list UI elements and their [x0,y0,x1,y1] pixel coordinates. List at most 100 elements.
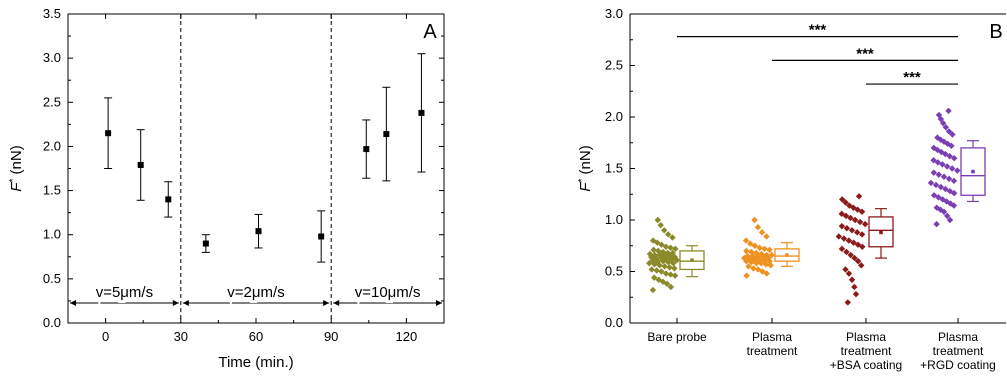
scatter-point [742,237,750,244]
x-tick-label: 60 [249,329,263,344]
scatter-point [935,171,943,178]
scatter-point [750,265,757,272]
scatter-point [766,258,773,265]
x-category-label: treatment [747,344,798,358]
scatter-point [853,229,861,236]
scatter-point [669,234,676,241]
scatter-point [847,251,854,259]
scatter-point [939,119,947,127]
y-axis-label-superscript: * [577,179,588,183]
scatter-point [835,233,843,240]
scatter-point [944,212,951,220]
arrow-head-left [333,300,340,306]
scatter-point [939,161,946,168]
data-point [202,240,209,247]
y-axis-label-symbol: F [577,182,594,192]
x-tick-label: 90 [324,329,338,344]
y-tick-label: 0.0 [605,315,623,330]
scatter-point [753,249,760,257]
scatter-point [655,247,662,255]
y-tick-label: 3.5 [43,6,61,21]
scatter-point [671,265,678,272]
scatter-point [648,266,655,273]
scatter-point [838,245,846,253]
scatter-point [651,261,658,268]
scatter-point [858,262,865,269]
scatter-point [664,249,672,257]
y-tick-label: 3.0 [605,6,623,21]
segment-label: v=10μm/s [355,284,421,301]
y-tick-label: 0.0 [43,315,61,330]
scatter-point [650,237,657,244]
arrow-head-right [436,300,442,306]
scatter-point [756,256,763,264]
scatter-point [746,255,753,263]
scatter-point [653,267,660,274]
scatter-point [745,263,752,270]
data-point [418,109,425,116]
scatter-point [663,255,670,263]
x-category-label: treatment [841,344,892,358]
x-tick-label: 120 [396,329,418,344]
y-axis-label-symbol: F [8,182,25,192]
scatter-point [937,206,944,213]
x-category-label: Plasma [752,330,792,344]
y-tick-label: 2.5 [605,58,623,73]
scatter-point [653,254,660,262]
x-category-label: treatment [933,344,984,358]
scatter-point [662,270,670,277]
arrow-head-right [323,300,330,306]
scatter-point [763,233,770,240]
scatter-point [763,251,770,259]
mean-marker [879,230,883,235]
scatter-point [943,163,951,170]
x-category-label: Bare probe [647,330,707,344]
scatter-point [651,251,658,259]
data-point [383,131,390,138]
scatter-point [658,268,665,275]
panel-letter-b: B [989,21,1002,43]
scatter-point [848,227,856,234]
scatter-point [935,194,942,201]
scatter-point [747,240,754,247]
y-tick-label: 1.5 [43,183,61,198]
scatter-point [942,150,949,158]
scatter-point [932,181,940,189]
y-axis-label-superscript: * [8,179,19,183]
scatter-point [858,208,866,215]
scatter-point [950,202,958,209]
scatter-point [748,248,755,256]
scatter-point [844,299,851,306]
scatter-point [946,187,954,195]
scatter-point [838,210,845,218]
scatter-point [948,165,956,172]
y-tick-label: 1.0 [605,212,623,227]
segment-label: v=5μm/s [96,284,153,301]
scatter-point [850,239,857,246]
scatter-point [937,136,944,143]
scatter-point [646,260,653,267]
scatter-point [933,220,940,228]
scatter-point [954,167,961,174]
scatter-point [927,179,935,187]
panel-letter-a: A [423,21,437,43]
scatter-point [758,250,765,258]
scatter-point [930,192,938,199]
data-point [255,228,262,235]
panel-a-chart: 0.0 0.5 1.0 1.5 2.0 2.5 3.0 3.5 0 30 60 90 120 v=5μm/… [8,6,445,371]
x-axis-label: Time (min.) [218,354,293,371]
scatter-point [942,124,950,131]
x-category-label: Plasma [938,330,978,344]
scatter-point [947,200,954,207]
y-tick-label: 0.5 [605,264,623,279]
x-tick-label: 0 [102,329,109,344]
scatter-point [743,258,750,265]
scatter-point [851,216,859,224]
y-tick-label: 2.5 [43,94,61,109]
y-tick-label: 2.0 [43,138,61,153]
scatter-point [672,245,679,253]
scatter-point [843,225,851,232]
scatter-point [839,196,846,203]
scatter-point [842,199,849,206]
mean-marker [785,253,789,257]
